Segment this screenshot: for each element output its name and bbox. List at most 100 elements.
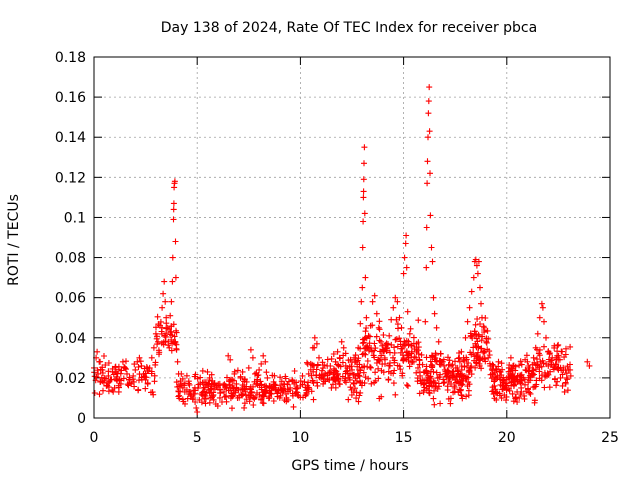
data-point [360, 218, 367, 225]
data-point [483, 339, 490, 346]
data-point [468, 363, 475, 370]
data-point [194, 409, 201, 415]
data-point [543, 361, 550, 368]
data-point [340, 344, 347, 351]
data-point [512, 394, 519, 401]
data-point [355, 344, 362, 351]
data-point [527, 390, 534, 397]
data-point [415, 350, 422, 357]
data-point [361, 380, 368, 387]
data-point [217, 386, 223, 393]
data-point [357, 320, 364, 327]
data-point [362, 274, 369, 281]
data-point [498, 360, 505, 367]
data-point [289, 378, 296, 385]
data-point [94, 348, 101, 355]
data-point [460, 356, 467, 363]
data-point [132, 366, 139, 373]
data-point [465, 360, 472, 366]
data-point [386, 332, 393, 339]
data-point [357, 389, 364, 396]
data-point [142, 385, 149, 392]
data-point [311, 362, 318, 369]
data-point [163, 320, 170, 327]
data-point [193, 405, 200, 411]
data-point [402, 240, 409, 247]
data-point [434, 375, 441, 382]
data-point [467, 349, 474, 356]
x-tick-label: 20 [498, 430, 516, 446]
data-point [208, 389, 215, 396]
data-point [433, 383, 440, 389]
data-point [355, 398, 362, 405]
data-point [416, 390, 423, 397]
data-point [377, 338, 384, 345]
data-point [522, 366, 529, 373]
data-point [448, 362, 455, 369]
data-point [221, 393, 228, 400]
data-point [309, 377, 316, 384]
data-point [257, 378, 264, 385]
data-point [192, 387, 199, 394]
data-point [404, 308, 411, 315]
data-point [415, 364, 421, 371]
data-point [295, 392, 302, 399]
data-point [250, 402, 257, 408]
data-point [493, 389, 500, 396]
data-point [462, 334, 469, 341]
data-point [154, 313, 161, 320]
data-point [456, 354, 463, 361]
data-point [481, 324, 488, 331]
data-point [150, 344, 157, 351]
data-point [416, 356, 423, 363]
data-point [285, 396, 291, 403]
data-point [464, 318, 471, 325]
data-point [347, 384, 354, 391]
data-point [122, 364, 128, 371]
data-point [548, 357, 555, 364]
data-point [518, 371, 525, 378]
data-point [427, 170, 433, 177]
data-point [206, 399, 213, 406]
data-point [390, 354, 396, 361]
data-point [336, 354, 343, 361]
data-point [511, 375, 518, 382]
data-point [345, 396, 352, 403]
data-point [224, 374, 230, 381]
data-point [452, 379, 459, 386]
data-point [351, 371, 358, 378]
data-point [345, 357, 352, 364]
data-point [352, 352, 359, 359]
data-point [489, 384, 496, 391]
data-point [176, 392, 183, 399]
data-point [234, 367, 241, 374]
data-point [121, 363, 128, 370]
data-point [262, 358, 269, 365]
data-point [445, 354, 451, 361]
data-point [421, 368, 428, 375]
data-point [153, 324, 159, 331]
data-point [468, 288, 475, 295]
data-point [390, 380, 397, 387]
data-point [485, 354, 492, 361]
data-point [388, 341, 395, 348]
data-point [541, 343, 547, 350]
data-point [223, 392, 230, 399]
data-point [135, 387, 142, 394]
data-point [553, 354, 560, 361]
data-point [510, 362, 516, 369]
data-point [372, 369, 379, 376]
data-point [426, 84, 433, 91]
data-point [427, 358, 434, 365]
data-point [332, 358, 339, 365]
data-point [356, 392, 363, 399]
data-point [489, 370, 496, 377]
data-point [155, 338, 161, 345]
data-point [359, 244, 366, 251]
data-point [157, 322, 163, 329]
data-point [270, 378, 277, 385]
data-point [454, 364, 461, 371]
plot-frame [93, 56, 611, 419]
data-point [505, 364, 512, 371]
data-point [534, 362, 541, 369]
